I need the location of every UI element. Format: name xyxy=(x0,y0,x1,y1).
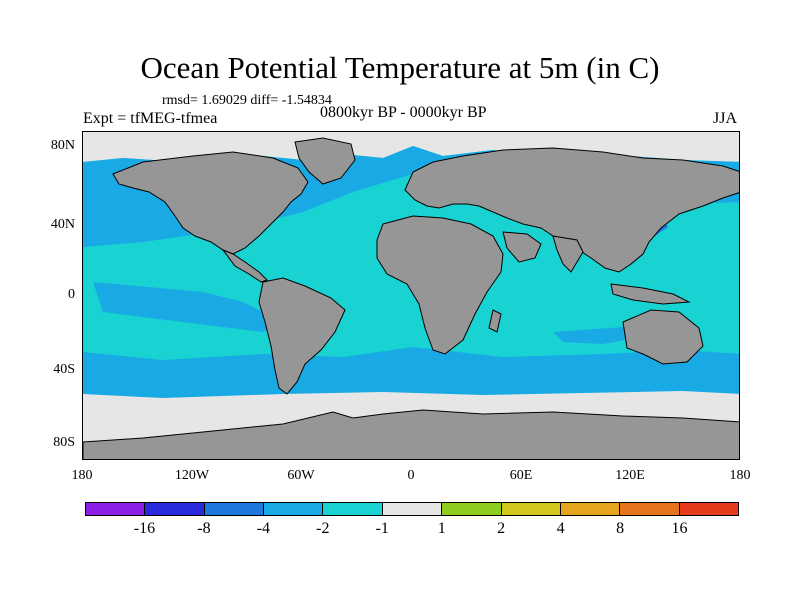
colorbar xyxy=(85,502,739,516)
colorbar-swatch xyxy=(501,503,561,515)
south-cool-band xyxy=(83,347,739,402)
map-plot-area xyxy=(82,131,740,460)
season-label: JJA xyxy=(713,110,738,127)
south-america xyxy=(258,277,346,395)
colorbar-swatch xyxy=(679,503,738,515)
colorbar-swatch xyxy=(264,503,324,515)
colorbar-swatch xyxy=(323,503,383,515)
x-tick-label: 120E xyxy=(615,468,645,483)
indian-cool-patch xyxy=(553,327,643,344)
x-tick-label: 180 xyxy=(71,468,93,483)
colorbar-label: 8 xyxy=(616,520,625,537)
colorbar-label: 4 xyxy=(556,520,565,537)
eurasia xyxy=(404,147,739,273)
y-tick-label: 80S xyxy=(53,435,75,450)
colorbar-swatch xyxy=(382,503,443,515)
colorbar-label: -4 xyxy=(256,520,271,537)
land-masses xyxy=(83,137,739,459)
colorbar-label: -2 xyxy=(316,520,330,537)
period-label: 0800kyr BP - 0000kyr BP xyxy=(320,104,487,121)
x-tick-label: 60W xyxy=(287,468,315,483)
australia xyxy=(622,309,704,365)
world-map xyxy=(83,132,739,459)
y-tick-label: 80N xyxy=(50,138,75,153)
colorbar-label: 16 xyxy=(671,520,688,537)
madagascar xyxy=(488,309,502,333)
x-tick-label: 180 xyxy=(729,468,751,483)
colorbar-label: 2 xyxy=(497,520,506,537)
y-tick-label: 40S xyxy=(53,362,75,377)
stats-label: rmsd= 1.69029 diff= -1.54834 xyxy=(162,93,332,108)
y-tick-label: 40N xyxy=(50,217,75,232)
india xyxy=(552,235,584,273)
antarctica xyxy=(83,409,739,459)
x-tick-label: 60E xyxy=(509,468,533,483)
pacific-cool-patch xyxy=(93,282,283,332)
colorbar-label: -1 xyxy=(375,520,389,537)
arabia xyxy=(502,231,542,263)
colorbar-swatch xyxy=(560,503,621,515)
central-america xyxy=(221,248,268,283)
africa xyxy=(376,215,504,355)
colorbar-swatch xyxy=(620,503,680,515)
colorbar-label: -8 xyxy=(197,520,211,537)
x-tick-label: 0 xyxy=(407,468,415,483)
map-title: Ocean Potential Temperature at 5m (in C) xyxy=(140,50,660,85)
y-tick-label: 0 xyxy=(68,287,75,302)
colorbar-swatch xyxy=(145,503,205,515)
maritime-continent xyxy=(610,283,691,305)
x-tick-label: 120W xyxy=(174,468,210,483)
colorbar-swatch xyxy=(204,503,265,515)
north-america xyxy=(112,151,309,255)
greenland xyxy=(294,137,356,185)
experiment-label: Expt = tfMEG-tfmea xyxy=(83,110,218,127)
colorbar-label: -16 xyxy=(133,520,156,537)
colorbar-swatch xyxy=(86,503,146,515)
colorbar-label: 1 xyxy=(437,520,446,537)
colorbar-swatch xyxy=(442,503,502,515)
